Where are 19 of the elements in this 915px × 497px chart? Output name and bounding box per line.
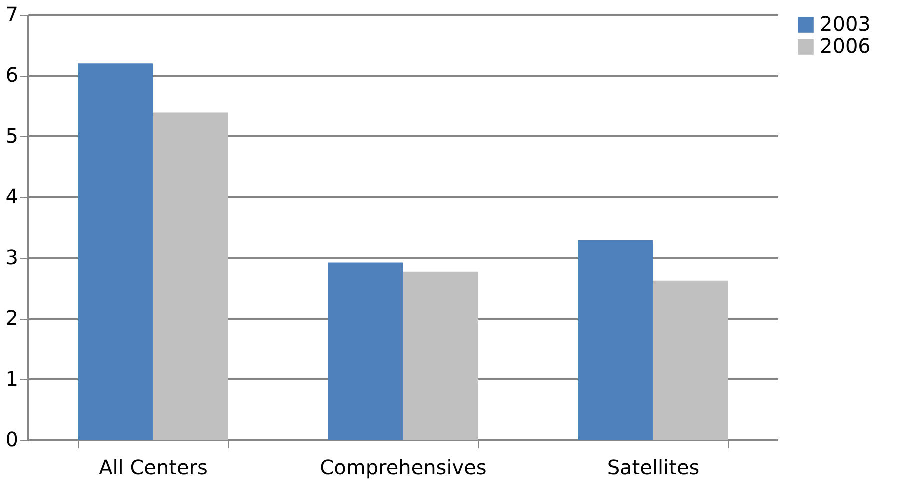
x-tick-label: Comprehensives [320, 456, 487, 480]
y-tick-label: 3 [6, 245, 18, 270]
y-tick-label: 2 [6, 306, 18, 330]
y-tick-label: 6 [6, 63, 18, 88]
y-tick-label: 5 [6, 124, 18, 148]
legend-label: 2006 [820, 34, 871, 58]
bar [578, 240, 653, 440]
bar [78, 64, 153, 440]
bar [153, 112, 228, 440]
x-tick-label: All Centers [99, 456, 208, 480]
bar [403, 272, 478, 440]
y-tick-label: 0 [6, 428, 18, 452]
y-tick-label: 7 [6, 2, 18, 26]
x-tick-label: Satellites [607, 456, 700, 480]
bar [653, 280, 728, 440]
y-tick-label: 1 [6, 366, 18, 391]
legend-label: 2003 [820, 12, 871, 36]
bar [328, 262, 403, 440]
y-tick-label: 4 [6, 184, 18, 209]
